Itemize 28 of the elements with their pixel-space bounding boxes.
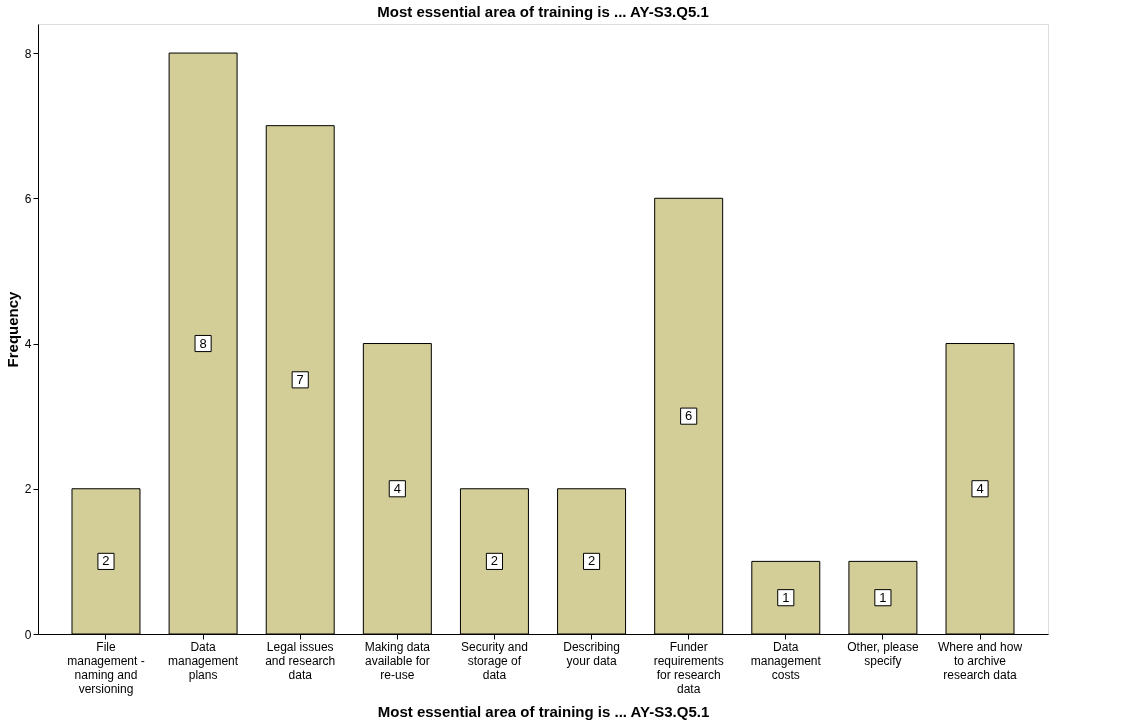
data-label: 1 [879, 589, 887, 605]
y-tick-label: 6 [24, 191, 32, 206]
data-label: 1 [782, 589, 790, 605]
chart-title: Most essential area of training is ... AY-S3.Q5.1 [377, 3, 709, 20]
x-tick-label: Security and storage of data [461, 639, 528, 682]
x-tick-label: Describing your data [563, 639, 620, 668]
data-label: 4 [393, 480, 401, 496]
data-label: 4 [976, 480, 984, 496]
x-tick-label: Legal issues and research data [265, 639, 336, 682]
data-label: 7 [296, 371, 304, 387]
data-label: 2 [490, 553, 499, 569]
y-axis-title: Frequency [3, 290, 21, 368]
y-tick-label: 2 [24, 482, 32, 497]
y-tick-label: 8 [24, 46, 32, 61]
data-label: 8 [199, 335, 207, 351]
x-tick-label: Data management plans [168, 639, 239, 682]
x-tick-label: Funder requirements for research data [653, 639, 724, 696]
y-tick-label: 4 [24, 337, 32, 352]
x-tick-label: Data management costs [750, 639, 822, 682]
data-label: 2 [587, 553, 596, 569]
x-tick-label: Making data available for re-use [364, 639, 431, 682]
x-axis-title: Most essential area of training is ... AY-S3.Q5.1 [377, 702, 710, 720]
x-tick-label: Where and how to archive research data [938, 639, 1023, 682]
data-label: 6 [685, 408, 693, 424]
y-tick-label: 0 [24, 627, 32, 642]
data-label: 2 [102, 553, 110, 569]
x-tick-label: Other, please specify [847, 639, 919, 668]
x-tick-label: File management - naming and versioning [67, 639, 145, 696]
